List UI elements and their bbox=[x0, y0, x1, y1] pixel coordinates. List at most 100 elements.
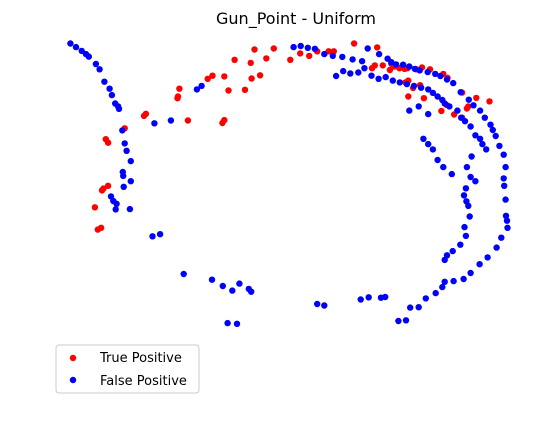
point-false-positive-17 bbox=[476, 107, 484, 114]
legend-label-true-positive: True Positive bbox=[99, 351, 182, 366]
point-false-positive-151 bbox=[440, 163, 447, 171]
point-false-positive-39 bbox=[439, 283, 446, 291]
point-true-positive-5 bbox=[251, 46, 258, 53]
point-false-positive-70 bbox=[119, 127, 126, 134]
point-true-positive-24 bbox=[140, 112, 148, 120]
point-false-positive-120 bbox=[446, 103, 453, 110]
point-false-positive-53 bbox=[245, 285, 252, 293]
point-false-positive-18 bbox=[481, 114, 488, 121]
point-true-positive-19 bbox=[225, 87, 232, 94]
point-true-positive-63 bbox=[91, 204, 99, 211]
point-false-positive-33 bbox=[484, 254, 491, 261]
point-false-positive-84 bbox=[127, 178, 134, 185]
point-false-positive-94 bbox=[297, 42, 304, 50]
point-false-positive-14 bbox=[457, 89, 464, 96]
point-false-positive-57 bbox=[208, 276, 216, 283]
point-false-positive-83 bbox=[67, 40, 74, 47]
point-false-positive-51 bbox=[314, 300, 321, 308]
point-true-positive-11 bbox=[247, 59, 254, 67]
point-false-positive-41 bbox=[422, 295, 429, 302]
point-false-positive-68 bbox=[123, 147, 130, 154]
point-false-positive-29 bbox=[503, 217, 511, 224]
legend-label-false-positive: False Positive bbox=[100, 374, 187, 389]
point-true-positive-27 bbox=[184, 117, 192, 124]
point-false-positive-140 bbox=[457, 241, 464, 248]
point-false-positive-117 bbox=[434, 93, 441, 100]
point-false-positive-13 bbox=[450, 79, 457, 87]
point-true-positive-20 bbox=[176, 85, 183, 92]
point-false-positive-6 bbox=[406, 63, 413, 70]
point-true-positive-30 bbox=[104, 139, 112, 146]
point-false-positive-25 bbox=[500, 175, 507, 182]
point-false-positive-108 bbox=[375, 75, 382, 83]
point-false-positive-75 bbox=[106, 85, 113, 92]
point-false-positive-1 bbox=[375, 50, 383, 58]
point-false-positive-61 bbox=[156, 231, 164, 238]
point-false-positive-116 bbox=[429, 89, 437, 97]
legend-marker-true-positive bbox=[69, 354, 77, 362]
point-false-positive-134 bbox=[460, 192, 468, 199]
point-false-positive-15 bbox=[465, 96, 472, 103]
point-true-positive-55 bbox=[438, 107, 445, 115]
point-false-positive-127 bbox=[479, 140, 486, 148]
point-true-positive-0 bbox=[350, 40, 358, 47]
point-false-positive-22 bbox=[496, 142, 503, 150]
point-false-positive-9 bbox=[424, 68, 431, 76]
point-false-positive-106 bbox=[361, 65, 368, 72]
point-false-positive-12 bbox=[443, 76, 451, 83]
point-false-positive-73 bbox=[112, 100, 119, 107]
point-false-positive-47 bbox=[377, 294, 385, 301]
point-false-positive-137 bbox=[466, 213, 473, 220]
point-false-positive-42 bbox=[415, 304, 422, 311]
point-false-positive-0 bbox=[364, 45, 371, 52]
point-false-positive-148 bbox=[425, 140, 432, 148]
point-true-positive-4 bbox=[270, 45, 277, 52]
point-false-positive-110 bbox=[389, 77, 396, 84]
point-false-positive-7 bbox=[411, 65, 419, 73]
point-false-positive-59 bbox=[224, 319, 231, 327]
point-true-positive-18 bbox=[241, 86, 249, 94]
point-false-positive-109 bbox=[382, 73, 389, 81]
point-false-positive-40 bbox=[432, 289, 439, 297]
point-false-positive-96 bbox=[311, 45, 319, 52]
chart-title: Gun_Point - Uniform bbox=[216, 9, 376, 29]
point-false-positive-20 bbox=[489, 126, 496, 134]
point-false-positive-133 bbox=[462, 185, 470, 192]
point-false-positive-8 bbox=[416, 67, 423, 74]
point-false-positive-139 bbox=[462, 232, 470, 240]
point-false-positive-34 bbox=[476, 261, 483, 268]
point-false-positive-67 bbox=[127, 157, 134, 165]
point-false-positive-132 bbox=[472, 178, 479, 185]
point-true-positive-32 bbox=[371, 62, 378, 69]
point-false-positive-77 bbox=[96, 66, 103, 73]
point-false-positive-27 bbox=[502, 196, 509, 203]
point-false-positive-147 bbox=[420, 135, 427, 142]
point-false-positive-19 bbox=[487, 121, 494, 128]
point-false-positive-105 bbox=[355, 69, 362, 76]
point-false-positive-36 bbox=[460, 275, 467, 283]
point-false-positive-138 bbox=[461, 223, 468, 231]
point-false-positive-44 bbox=[402, 317, 410, 324]
point-false-positive-104 bbox=[347, 70, 354, 77]
point-false-positive-58 bbox=[180, 270, 187, 278]
point-false-positive-145 bbox=[415, 103, 422, 110]
point-false-positive-152 bbox=[448, 170, 455, 178]
point-false-positive-103 bbox=[340, 67, 347, 75]
point-false-positive-121 bbox=[454, 107, 461, 114]
point-true-positive-7 bbox=[287, 56, 294, 63]
point-false-positive-32 bbox=[493, 244, 500, 251]
point-false-positive-102 bbox=[332, 72, 340, 80]
point-true-positive-33 bbox=[379, 62, 386, 69]
point-true-positive-65 bbox=[94, 226, 102, 233]
point-false-positive-95 bbox=[304, 44, 311, 51]
point-true-positive-15 bbox=[256, 72, 264, 79]
point-true-positive-17 bbox=[221, 73, 228, 80]
point-false-positive-99 bbox=[339, 53, 346, 61]
point-false-positive-100 bbox=[349, 56, 356, 63]
point-true-positive-51 bbox=[473, 94, 480, 102]
point-false-positive-112 bbox=[403, 80, 411, 88]
point-false-positive-76 bbox=[101, 78, 108, 85]
point-true-positive-10 bbox=[306, 52, 313, 60]
point-true-positive-16 bbox=[248, 75, 255, 82]
point-false-positive-93 bbox=[290, 43, 297, 51]
